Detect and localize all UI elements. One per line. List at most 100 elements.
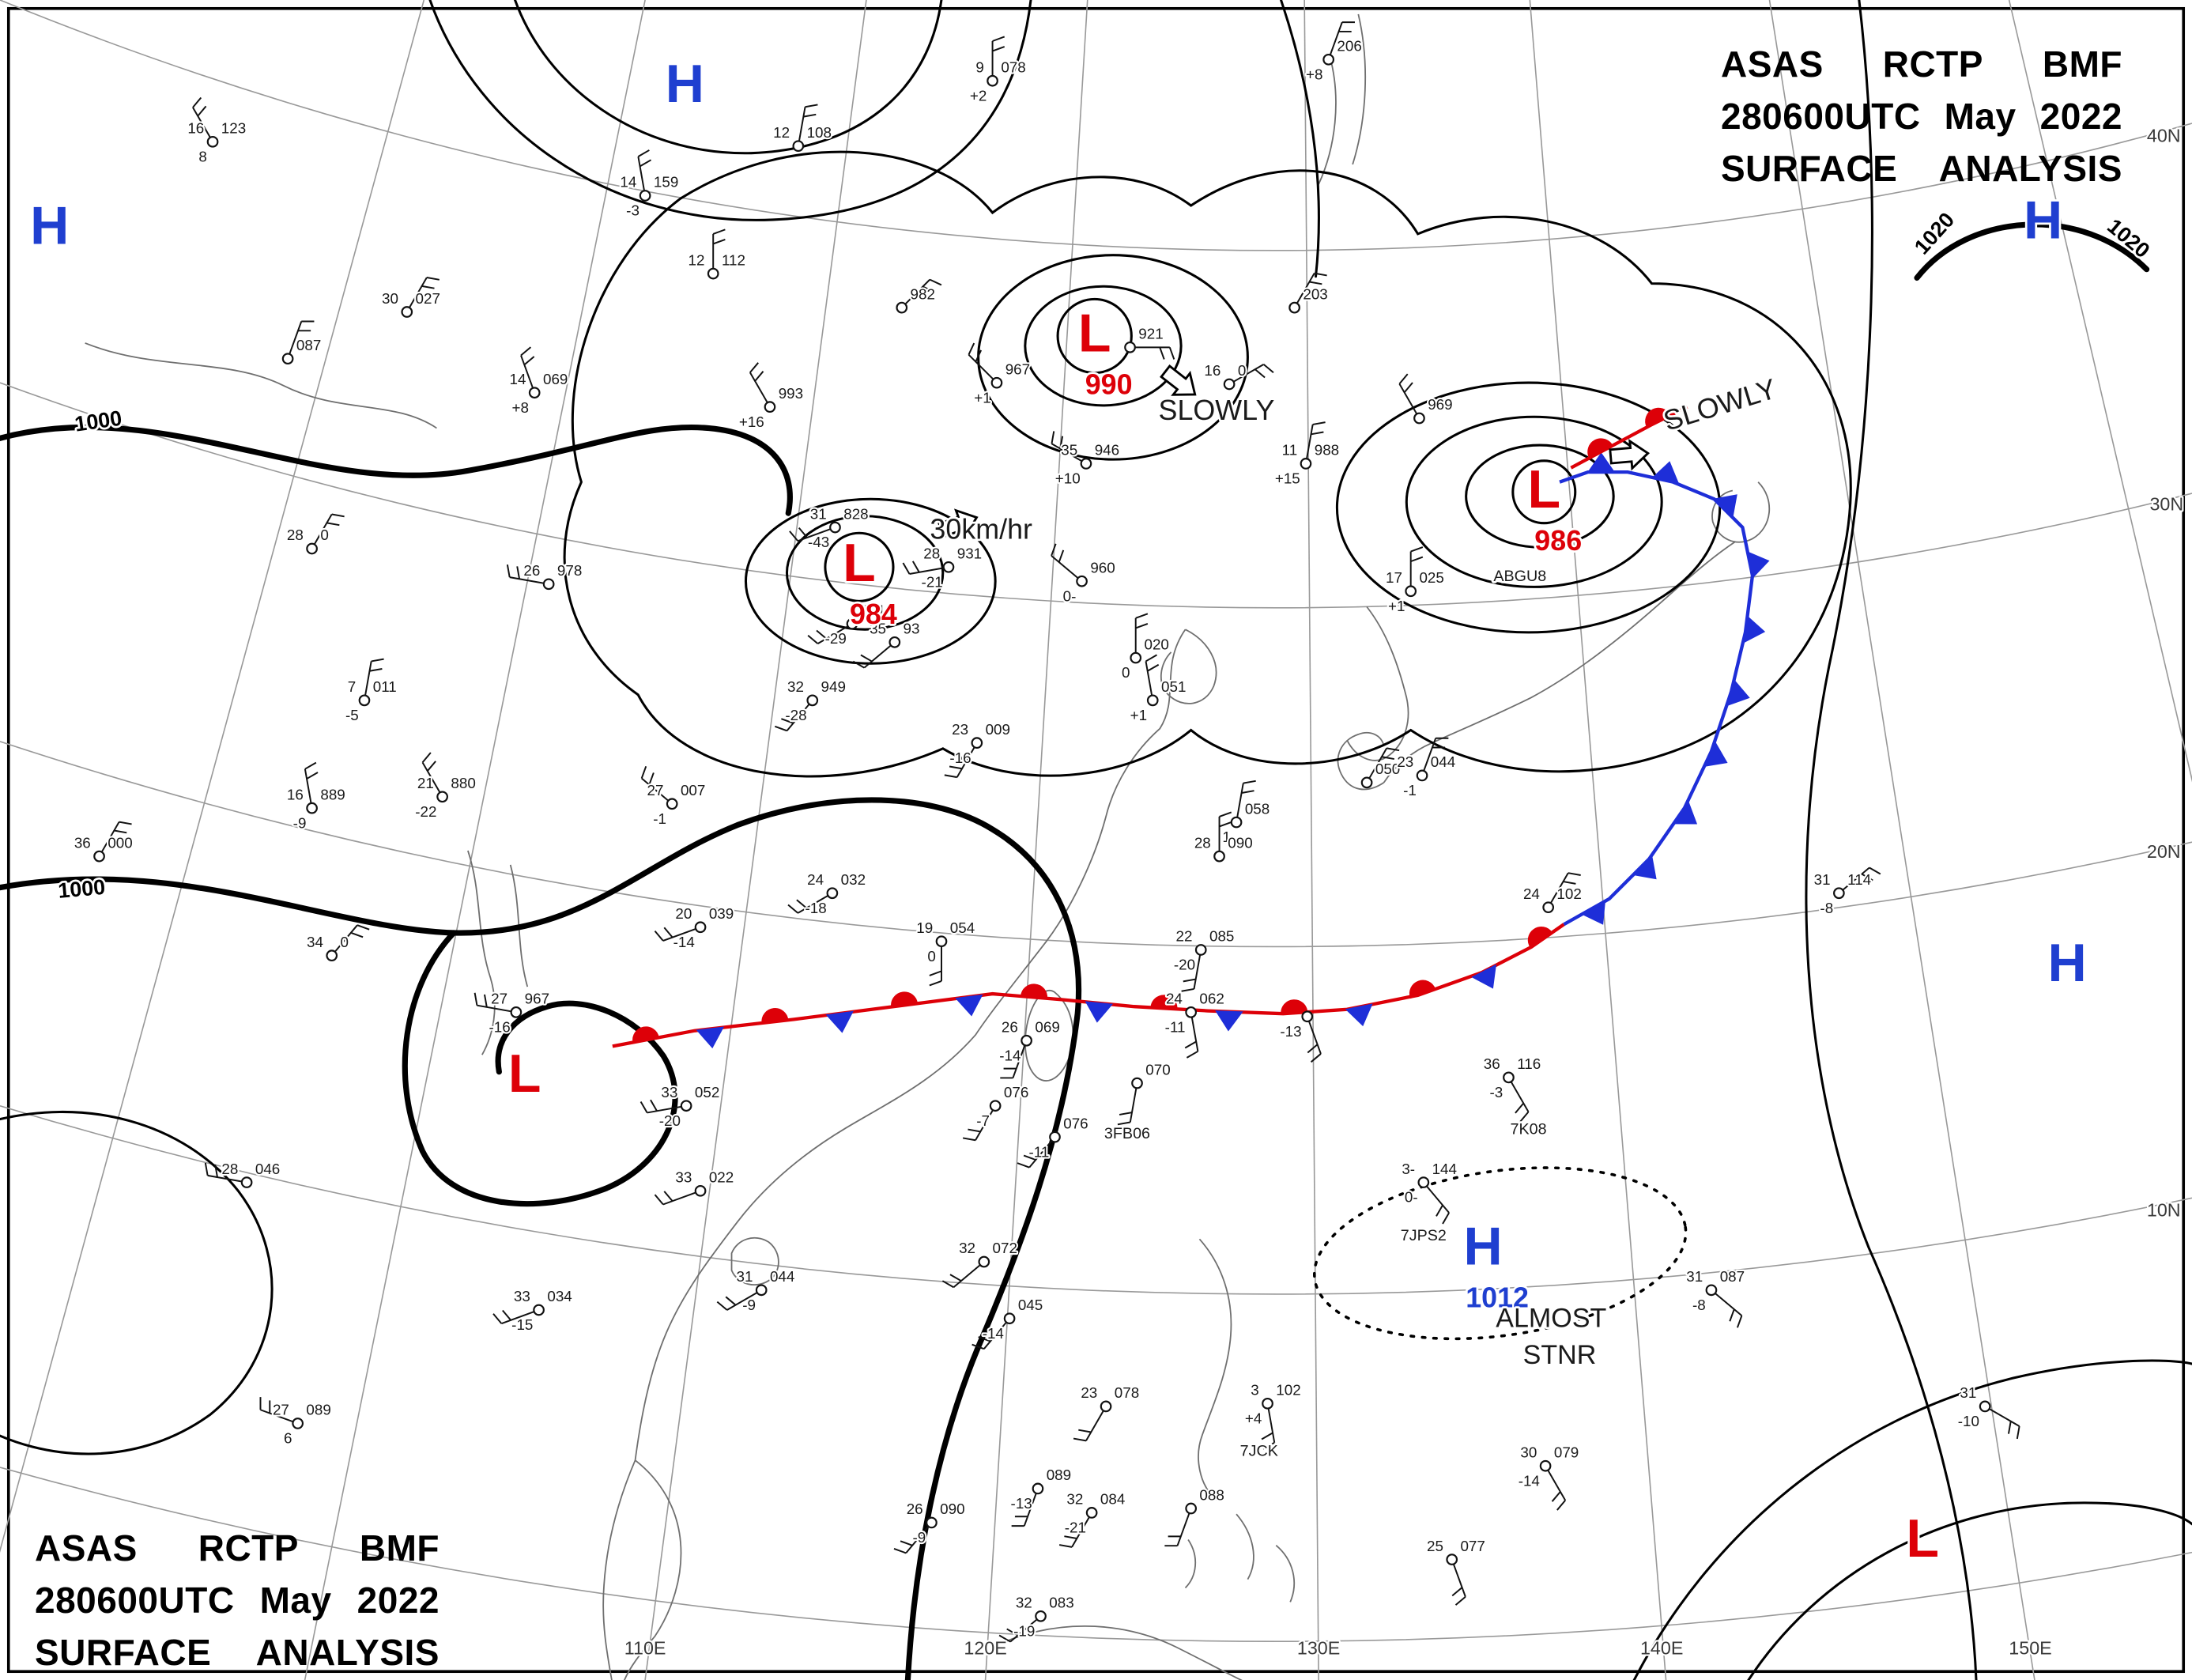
station-plot: 27 007 -1: [640, 765, 707, 829]
station-plot: 26 069 -14: [998, 1017, 1062, 1079]
wind-barb-tick: [816, 629, 828, 640]
wind-barb-tick: [1387, 747, 1400, 752]
station-pressure: 034: [547, 1288, 572, 1304]
station-tendency: -14: [673, 934, 695, 950]
station-pressure: 123: [221, 120, 246, 137]
longitude-line: [0, 0, 425, 1554]
warm-front-symbol: [891, 991, 919, 1008]
annotation-text: 3FB06: [1104, 1125, 1150, 1142]
wind-barb-tick: [1314, 272, 1327, 277]
wind-barb-tick: [1135, 613, 1149, 619]
station-temp: 23: [1397, 753, 1413, 770]
wind-barb-icon: [1028, 1140, 1053, 1168]
station-circle-icon: [888, 636, 901, 648]
wind-barb-tick: [971, 1343, 985, 1350]
annotation-text: 7JCK: [1240, 1443, 1278, 1460]
station-plot: 24 062 -11: [1164, 988, 1226, 1059]
station-tendency: -1: [653, 810, 666, 827]
title-word: 2022: [357, 1580, 440, 1621]
wind-barb-icon: [863, 644, 892, 669]
front-stationary: [612, 923, 1565, 1049]
pressure-center-letter: H: [1464, 1217, 1503, 1277]
wind-barb-tick: [350, 931, 364, 938]
wind-barb-tick: [1861, 873, 1873, 882]
wind-barb-tick: [1310, 1053, 1322, 1063]
wind-barb-icon: [1398, 383, 1418, 415]
station-temp: 16: [1204, 362, 1221, 379]
station-tendency: -3: [626, 202, 639, 219]
station-circle-icon: [1185, 1502, 1198, 1515]
station-temp: 34: [307, 934, 323, 950]
station-plot: 33 034 -15: [492, 1286, 574, 1335]
longitude-label: 130E: [1297, 1638, 1340, 1659]
station-circle-icon: [326, 949, 338, 962]
title-line-1: ASAS RCTP BMF: [1721, 38, 2122, 90]
station-pressure: 921: [1138, 326, 1163, 342]
wind-barb-tick: [1568, 872, 1581, 876]
wind-barb-tick: [1243, 780, 1256, 784]
station-circle-icon: [1503, 1071, 1515, 1084]
station-tendency: -43: [808, 534, 829, 550]
station-pressure: 062: [1199, 991, 1224, 1007]
wind-barb-icon: [1452, 1564, 1466, 1598]
station-circle-icon: [401, 306, 413, 318]
station-temp: 35: [1061, 442, 1077, 459]
wind-barb-icon: [1190, 1017, 1199, 1051]
wind-barb-tick: [1058, 549, 1065, 563]
cold-front-symbol: [1672, 801, 1698, 825]
warm-front-symbol: [1527, 927, 1553, 949]
station-pressure: 089: [1047, 1467, 1071, 1483]
station-tendency: -19: [1013, 1622, 1035, 1639]
cold-front-symbol: [955, 994, 983, 1017]
station-circle-icon: [1035, 1610, 1047, 1622]
wind-barb-tick: [426, 277, 440, 281]
station-pressure: 206: [1337, 38, 1361, 55]
title-word: ASAS: [1721, 43, 1824, 85]
station-tendency: -9: [913, 1529, 926, 1546]
title-word: ASAS: [35, 1527, 138, 1569]
station-temp: 33: [514, 1288, 530, 1304]
wind-barb-tick: [998, 1634, 1011, 1643]
station-temp: 26: [523, 562, 540, 579]
wind-barb-tick: [326, 522, 340, 527]
wind-barb-icon: [1306, 424, 1314, 459]
station-circle-icon: [1085, 1507, 1098, 1519]
station-tendency: -20: [659, 1112, 681, 1129]
wind-barb-tick: [421, 752, 432, 763]
station-temp: 27: [491, 991, 507, 1007]
station-pressure: 949: [821, 678, 846, 695]
wind-barb-tick: [1064, 1535, 1077, 1539]
station-plot: 32 072: [941, 1238, 1019, 1289]
isobar: [785, 515, 945, 631]
wind-barb-icon: [1842, 866, 1870, 891]
wind-barb-tick: [650, 1099, 658, 1112]
station-temp: 23: [952, 721, 968, 738]
wind-barb-icon: [798, 107, 806, 142]
station-circle-icon: [764, 401, 776, 413]
station-plot: 17 025 +1: [1384, 546, 1446, 616]
pressure-center-value: 986: [1534, 525, 1582, 557]
wind-barb-tick: [1135, 622, 1149, 629]
wind-barb-icon: [1176, 1512, 1190, 1546]
wind-barb-tick: [805, 104, 818, 108]
station-temp: 28: [221, 1161, 238, 1177]
station-circle-icon: [1705, 1284, 1718, 1297]
wind-barb-tick: [1262, 1441, 1275, 1450]
coastline: [1383, 541, 1736, 783]
movement-arrow-icon: [938, 508, 979, 539]
station-pressure: 083: [1049, 1595, 1073, 1611]
annotation-text: 7JPS2: [1401, 1227, 1447, 1244]
wind-barb-tick: [929, 980, 942, 987]
station-temp: 30: [382, 290, 398, 307]
wind-barb-tick: [1073, 1437, 1087, 1442]
station-plot: 9 078 +2: [968, 36, 1028, 105]
station-tendency: -5: [345, 707, 359, 723]
station-circle-icon: [1288, 301, 1300, 314]
wind-barb-tick: [1869, 866, 1881, 875]
title-line-1: ASAS RCTP BMF: [35, 1522, 440, 1574]
wind-barb-icon: [1233, 364, 1265, 383]
station-tendency: -8: [1820, 900, 1833, 916]
station-circle-icon: [292, 1418, 304, 1429]
station-circle-icon: [926, 1516, 938, 1529]
station-circle-icon: [1416, 769, 1428, 782]
